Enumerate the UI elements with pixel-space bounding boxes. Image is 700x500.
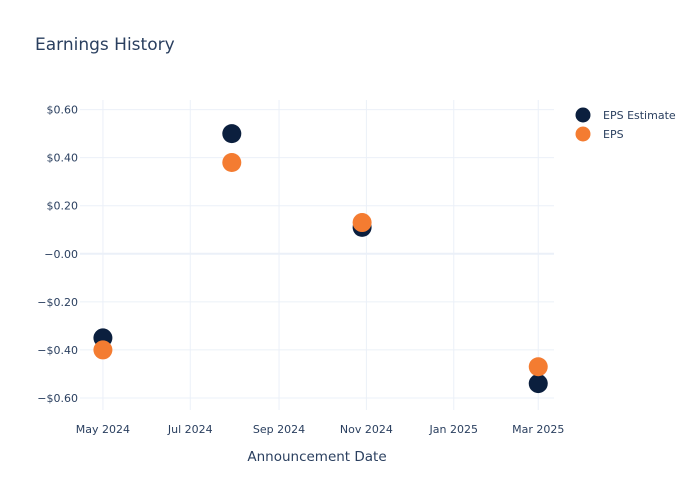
y-tick-label: −$0.20 — [37, 296, 78, 309]
legend-label: EPS Estimate — [603, 109, 676, 122]
x-tick-label: Jul 2024 — [167, 423, 213, 436]
y-tick-label: $0.20 — [47, 200, 79, 213]
x-axis-tick-labels: May 2024 Jul 2024 Sep 2024 Nov 2024 Jan 2025… — [76, 423, 565, 436]
grid-lines — [80, 100, 554, 410]
x-tick-label: Sep 2024 — [253, 423, 305, 436]
y-tick-label: −0.00 — [44, 248, 78, 261]
eps-estimate-point[interactable] — [222, 124, 242, 144]
eps-estimate-point[interactable] — [528, 374, 548, 394]
y-tick-label: $0.60 — [47, 104, 79, 117]
legend-item-eps-estimate[interactable]: EPS Estimate — [575, 107, 676, 123]
x-tick-label: Mar 2025 — [512, 423, 564, 436]
y-axis-tick-labels: $0.60 $0.40 $0.20 −0.00 −$0.20 −$0.40 −$0.60 — [37, 104, 78, 405]
x-tick-label: Jan 2025 — [429, 423, 478, 436]
eps-point[interactable] — [222, 152, 242, 172]
y-tick-label: −$0.60 — [37, 392, 78, 405]
eps-point[interactable] — [352, 213, 372, 233]
x-axis-title: Announcement Date — [247, 449, 386, 465]
eps-point[interactable] — [93, 340, 113, 360]
chart-title: Earnings History — [35, 35, 175, 55]
eps-point[interactable] — [528, 357, 548, 377]
series-eps-estimate — [93, 124, 548, 394]
legend-marker — [575, 107, 591, 123]
y-tick-label: $0.40 — [47, 152, 79, 165]
legend-marker — [575, 126, 591, 142]
legend[interactable]: EPS Estimate EPS — [575, 107, 676, 142]
data-points — [93, 124, 548, 394]
legend-label: EPS — [603, 128, 624, 141]
legend-item-eps[interactable]: EPS — [575, 126, 624, 142]
x-tick-label: Nov 2024 — [340, 423, 393, 436]
series-eps — [93, 152, 548, 377]
x-tick-label: May 2024 — [76, 423, 130, 436]
y-tick-label: −$0.40 — [37, 344, 78, 357]
